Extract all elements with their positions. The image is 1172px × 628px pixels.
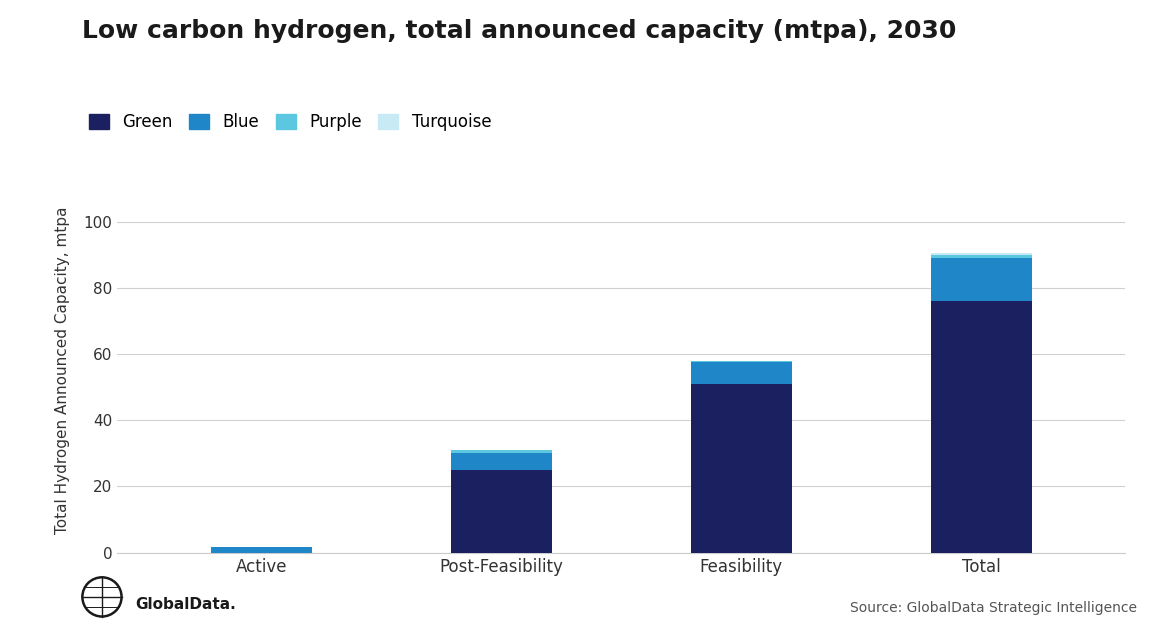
- Bar: [931, 253, 1031, 254]
- Text: Low carbon hydrogen, total announced capacity (mtpa), 2030: Low carbon hydrogen, total announced cap…: [82, 19, 956, 43]
- Bar: [690, 360, 791, 362]
- Legend: Green, Blue, Purple, Turquoise: Green, Blue, Purple, Turquoise: [82, 107, 498, 138]
- Bar: [931, 254, 1031, 258]
- Bar: [690, 384, 791, 553]
- Bar: [931, 301, 1031, 553]
- Bar: [211, 547, 312, 553]
- Bar: [931, 258, 1031, 301]
- Bar: [690, 362, 791, 384]
- Bar: [451, 470, 552, 553]
- Text: Source: GlobalData Strategic Intelligence: Source: GlobalData Strategic Intelligenc…: [850, 602, 1137, 615]
- Text: GlobalData.: GlobalData.: [135, 597, 236, 612]
- Bar: [451, 453, 552, 470]
- Y-axis label: Total Hydrogen Announced Capacity, mtpa: Total Hydrogen Announced Capacity, mtpa: [55, 207, 69, 534]
- Bar: [451, 450, 552, 453]
